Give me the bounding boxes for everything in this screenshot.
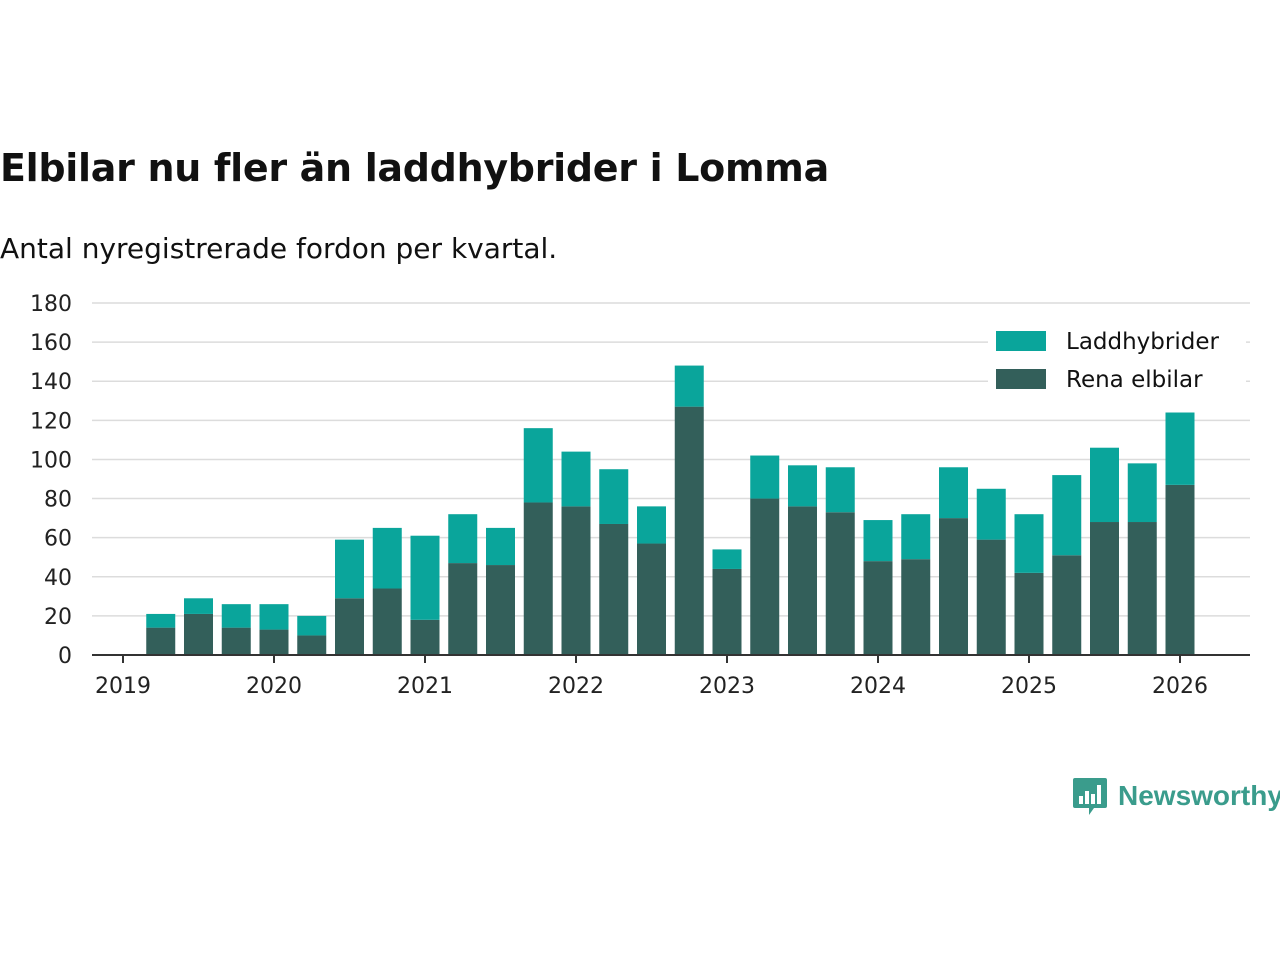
bar-laddhybrider — [1014, 514, 1044, 573]
bar-rena-elbilar — [901, 559, 931, 655]
bar-rena-elbilar — [297, 635, 327, 655]
bar-rena-elbilar — [939, 518, 968, 655]
bar-laddhybrider — [901, 514, 931, 560]
bar-laddhybrider — [448, 514, 478, 564]
x-tick-label: 2024 — [850, 674, 906, 699]
bar-laddhybrider — [184, 598, 213, 614]
bar-laddhybrider — [750, 455, 780, 499]
bar-laddhybrider — [674, 365, 704, 407]
chart-title: Elbilar nu fler än laddhybrider i Lomma — [0, 146, 829, 190]
bar-rena-elbilar — [674, 406, 704, 655]
bar-rena-elbilar — [561, 506, 591, 655]
bar-laddhybrider — [486, 527, 515, 566]
y-tick-label: 0 — [58, 644, 72, 669]
bar-rena-elbilar — [1165, 484, 1195, 655]
bar-laddhybrider — [259, 604, 289, 630]
bar-rena-elbilar — [1052, 555, 1082, 655]
bar-laddhybrider — [1127, 463, 1157, 523]
bar-rena-elbilar — [1127, 522, 1157, 655]
bars — [146, 365, 1195, 655]
bar-laddhybrider — [637, 506, 666, 544]
x-tick-label: 2019 — [95, 674, 151, 699]
bar-rena-elbilar — [712, 568, 742, 655]
bar-rena-elbilar — [788, 506, 817, 655]
bar-rena-elbilar — [486, 565, 515, 655]
bar-laddhybrider — [1165, 412, 1195, 485]
y-tick-label: 180 — [30, 292, 72, 317]
bar-rena-elbilar — [523, 502, 553, 655]
bar-laddhybrider — [599, 469, 629, 524]
bar-laddhybrider — [712, 549, 742, 569]
bar-rena-elbilar — [184, 613, 213, 655]
legend-swatch — [996, 331, 1046, 351]
bar-rena-elbilar — [1014, 572, 1044, 655]
legend-label: Rena elbilar — [1066, 367, 1203, 393]
bar-laddhybrider — [1052, 475, 1082, 556]
y-tick-label: 40 — [44, 566, 72, 591]
brand-name: Newsworthy — [1118, 780, 1280, 811]
brand-logo: Newsworthy — [1072, 776, 1280, 816]
legend: Laddhybrider Rena elbilar — [988, 320, 1246, 408]
bar-rena-elbilar — [976, 539, 1006, 655]
bar-rena-elbilar — [750, 498, 780, 655]
bar-rena-elbilar — [221, 627, 251, 655]
legend-swatch — [996, 369, 1046, 389]
bar-laddhybrider — [335, 539, 364, 599]
y-tick-label: 60 — [44, 527, 72, 552]
bar-laddhybrider — [976, 488, 1006, 540]
bar-laddhybrider — [146, 613, 176, 628]
y-tick-label: 160 — [30, 331, 72, 356]
x-tick-label: 2022 — [548, 674, 604, 699]
bar-rena-elbilar — [825, 512, 855, 655]
x-tick-label: 2021 — [397, 674, 453, 699]
x-tick-label: 2023 — [699, 674, 755, 699]
x-tick-label: 2025 — [1001, 674, 1057, 699]
bar-laddhybrider — [297, 615, 327, 636]
bar-laddhybrider — [372, 527, 402, 589]
y-tick-label: 80 — [44, 488, 72, 513]
bar-rena-elbilar — [1090, 522, 1119, 655]
bar-laddhybrider — [561, 451, 591, 507]
bar-rena-elbilar — [372, 588, 402, 655]
newsworthy-logo-icon — [1073, 778, 1107, 815]
y-tick-label: 100 — [30, 448, 72, 473]
x-tick-label: 2026 — [1152, 674, 1208, 699]
bar-rena-elbilar — [637, 543, 666, 655]
bar-laddhybrider — [410, 535, 440, 620]
bar-laddhybrider — [221, 604, 251, 628]
legend-label: Laddhybrider — [1066, 329, 1219, 355]
bar-laddhybrider — [825, 467, 855, 513]
chart-subtitle: Antal nyregistrerade fordon per kvartal. — [0, 232, 558, 265]
bar-laddhybrider — [788, 465, 817, 507]
y-tick-label: 120 — [30, 409, 72, 434]
x-axis-ticks: 2019 2020 2021 2022 2023 2024 2025 2026 — [95, 655, 1208, 699]
y-tick-label: 140 — [30, 370, 72, 395]
bar-rena-elbilar — [599, 523, 629, 655]
bar-rena-elbilar — [146, 627, 176, 655]
bar-rena-elbilar — [259, 629, 289, 655]
bar-laddhybrider — [523, 428, 553, 503]
bar-laddhybrider — [863, 520, 893, 562]
bar-laddhybrider — [939, 467, 968, 519]
bar-rena-elbilar — [448, 563, 478, 655]
bar-rena-elbilar — [335, 598, 364, 655]
y-axis-ticks: 0 20 40 60 80 100 120 140 160 180 — [30, 292, 72, 669]
x-tick-label: 2020 — [246, 674, 302, 699]
bar-laddhybrider — [1090, 447, 1119, 523]
bar-rena-elbilar — [863, 561, 893, 655]
bar-rena-elbilar — [410, 619, 440, 655]
y-tick-label: 20 — [44, 605, 72, 630]
